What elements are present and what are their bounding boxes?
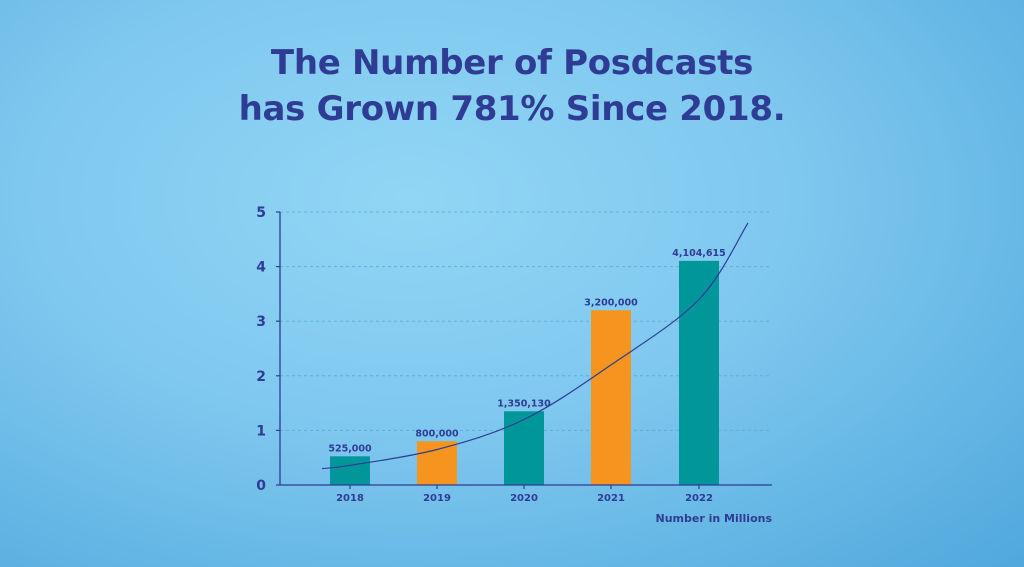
trend-line [321, 222, 749, 470]
y-tick-label: 4 [256, 260, 266, 276]
bar-2022 [679, 260, 719, 485]
x-tick-label: 2019 [423, 493, 451, 504]
labels: 0 1 2 3 4 5 2018 525,000 2019 800,000 2020 1,350,13… [256, 205, 772, 525]
y-tick-label: 0 [256, 478, 266, 494]
data-label: 3,200,000 [584, 297, 638, 308]
data-label: 1,350,130 [497, 398, 551, 409]
data-label: 525,000 [328, 443, 372, 454]
chart-title-line-2: has Grown 781% Since 2018. [238, 89, 786, 129]
data-label: 4,104,615 [672, 248, 726, 259]
data-label: 800,000 [415, 428, 459, 439]
y-tick-label: 3 [256, 314, 266, 330]
bars [330, 260, 719, 485]
x-tick-label: 2021 [597, 493, 625, 504]
unit-note: Number in Millions [656, 512, 773, 525]
bar-2021 [591, 310, 631, 485]
chart-title: The Number of Posdcasts has Grown 781% S… [0, 40, 1024, 132]
y-tick-label: 5 [256, 205, 266, 221]
bar-2020 [504, 411, 544, 485]
bar-2018 [330, 456, 370, 485]
bar-2019 [417, 441, 457, 485]
axes [276, 211, 772, 489]
y-tick-label: 1 [256, 423, 266, 439]
x-tick-label: 2018 [336, 493, 364, 504]
trend-curve [321, 222, 749, 470]
chart-title-line-1: The Number of Posdcasts [270, 43, 754, 83]
y-tick-label: 2 [256, 369, 266, 385]
x-tick-label: 2022 [685, 493, 713, 504]
x-tick-label: 2020 [510, 493, 538, 504]
